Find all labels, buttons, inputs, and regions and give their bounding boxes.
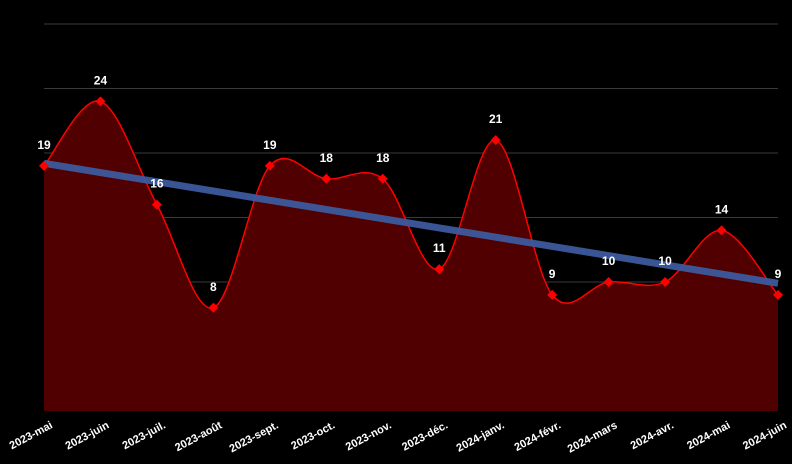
data-label: 18 — [320, 151, 334, 165]
data-labels: 19 24 16 8 19 18 18 11 21 9 10 10 14 9 — [37, 73, 781, 293]
data-point-marker — [434, 264, 445, 275]
data-point-marker — [547, 289, 558, 300]
data-label: 9 — [549, 267, 556, 281]
series-area-fill — [44, 100, 778, 412]
data-label: 11 — [433, 241, 446, 255]
trendline — [43, 159, 779, 287]
data-label: 10 — [602, 254, 616, 268]
data-point-marker — [660, 277, 671, 287]
data-point-marker — [377, 173, 388, 184]
data-point-marker — [39, 160, 49, 171]
data-point-marker — [151, 199, 162, 210]
data-label: 9 — [775, 267, 782, 281]
data-label: 16 — [150, 177, 164, 191]
data-point-marker — [208, 302, 219, 313]
data-point-marker — [773, 289, 783, 300]
data-label: 19 — [37, 138, 51, 152]
data-label: 19 — [263, 138, 277, 152]
data-label: 10 — [658, 254, 672, 268]
data-markers — [39, 96, 783, 313]
data-label: 24 — [94, 73, 108, 87]
data-point-marker — [264, 160, 275, 171]
data-label: 18 — [376, 151, 390, 165]
data-label: 14 — [715, 202, 729, 216]
data-point-marker — [716, 225, 727, 236]
data-point-marker — [603, 277, 614, 287]
data-label: 8 — [210, 280, 217, 294]
data-point-marker — [321, 173, 332, 184]
data-point-marker — [490, 135, 501, 146]
data-label: 21 — [489, 112, 503, 126]
data-point-marker — [95, 96, 106, 107]
